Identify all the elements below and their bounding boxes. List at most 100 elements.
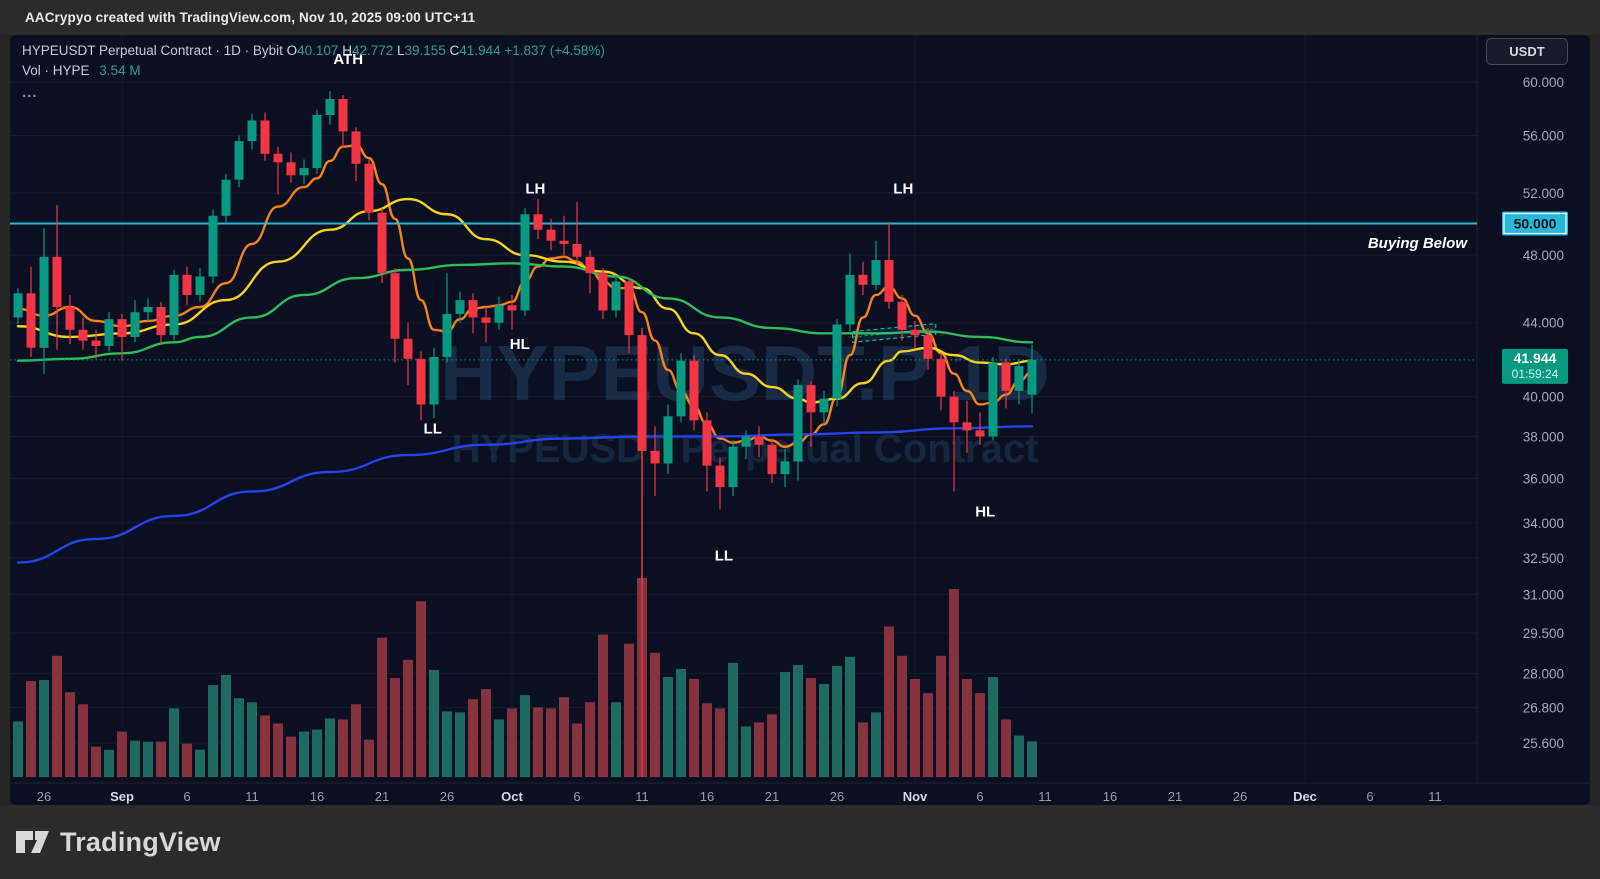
- volume-bar: [806, 678, 816, 777]
- attribution-bar: AACrypyo created with TradingView.com, N…: [0, 0, 1600, 35]
- volume-bar: [507, 708, 517, 777]
- time-axis-label: 11: [245, 789, 259, 804]
- annotation-lh-label[interactable]: LH: [893, 181, 913, 198]
- annotation-ll-label[interactable]: LL: [424, 420, 442, 437]
- volume-bar: [468, 699, 478, 777]
- volume-bar: [884, 626, 894, 777]
- candle-body: [754, 436, 764, 445]
- volume-bar: [572, 723, 582, 777]
- volume-bar: [52, 655, 62, 777]
- volume-bar: [819, 684, 829, 777]
- volume-bar: [494, 719, 504, 777]
- candle-body: [208, 215, 218, 277]
- time-axis[interactable]: 26 Sep 6 11 16 21 26 Oct 6 11 16 21 26 Nov 6 11 16 21 26 De…: [37, 789, 1442, 804]
- volume-bar: [117, 731, 127, 777]
- candle-body: [1014, 366, 1024, 391]
- candle-body: [962, 422, 972, 431]
- ohlc-value: 42.772: [351, 43, 394, 58]
- candle-body: [338, 99, 348, 132]
- ohlc-key: O: [286, 43, 298, 58]
- price-axis-tick: 44.000: [1523, 316, 1564, 331]
- symbol-legend-row[interactable]: HYPEUSDT Perpetual Contract · 1D · Bybit…: [22, 41, 605, 61]
- volume-bar: [936, 655, 946, 777]
- candle-body: [1001, 362, 1011, 391]
- candle-body: [520, 214, 530, 311]
- candle-body: [533, 214, 543, 230]
- candle-body: [715, 465, 725, 488]
- pattern-channel-midline: [852, 328, 936, 338]
- volume-bar: [975, 693, 985, 777]
- annotation-ll-label[interactable]: LL: [715, 547, 733, 564]
- time-axis-label: Dec: [1293, 789, 1317, 804]
- annotation-ath-label[interactable]: ATH: [333, 51, 363, 68]
- candle-body: [871, 260, 881, 285]
- time-axis-label: 11: [635, 789, 649, 804]
- buying-below-note[interactable]: Buying Below: [1368, 235, 1469, 252]
- candle-body: [455, 300, 465, 314]
- hline-price-badge-border: [1503, 212, 1567, 235]
- price-axis-tick: 56.000: [1523, 129, 1564, 144]
- candle-body: [702, 420, 712, 466]
- volume-bar: [429, 669, 439, 777]
- time-axis-label: Sep: [110, 789, 134, 804]
- volume-legend-row[interactable]: Vol · HYPE 3.54 M: [22, 61, 605, 81]
- hline-price-badge-value: 50.000: [1514, 215, 1557, 231]
- price-axis-tick: 28.000: [1523, 666, 1564, 681]
- candle-body: [988, 362, 998, 437]
- price-axis-tick: 31.000: [1523, 587, 1564, 602]
- current-price-badge-value: 41.944: [1514, 350, 1557, 366]
- volume-bar: [728, 662, 738, 777]
- candle-body: [429, 356, 439, 405]
- candle-body: [299, 168, 309, 176]
- candle-body: [182, 274, 192, 295]
- ohlc-value: 41.944: [459, 43, 501, 58]
- time-axis-label: 16: [700, 789, 714, 804]
- candle-body: [793, 385, 803, 462]
- volume-bar: [988, 677, 998, 777]
- current-price-badge: [1502, 348, 1568, 384]
- volume-bar: [1001, 719, 1011, 777]
- annotation-hl-label[interactable]: HL: [975, 503, 995, 520]
- volume-bar: [559, 697, 569, 777]
- tradingview-logo[interactable]: TradingView: [12, 822, 221, 862]
- change-value: +1.837 (+4.58%): [504, 43, 605, 58]
- watermark-subtitle: HYPEUSDT Perpetual Contract: [452, 427, 1039, 471]
- time-axis-label: 6: [976, 789, 983, 804]
- candle-body: [169, 274, 179, 336]
- ohlc-value: 39.155: [404, 43, 446, 58]
- candle-body: [572, 243, 582, 257]
- currency-toggle-label: USDT: [1509, 44, 1545, 59]
- annotation-hl-label[interactable]: HL: [510, 336, 530, 353]
- candle-body: [624, 281, 634, 336]
- annotation-lh-label[interactable]: LH: [525, 181, 545, 198]
- candle-body: [351, 131, 361, 164]
- volume-bar: [130, 740, 140, 777]
- candle-body: [364, 163, 374, 213]
- chart-panel: HYPEUSDT.P 1D HYPEUSDT Perpetual Contract…: [10, 35, 1590, 805]
- price-axis[interactable]: 60.000 56.000 52.000 48.000 44.000 40.000 38.0…: [1523, 75, 1564, 751]
- candle-body: [910, 329, 920, 336]
- time-axis-label: 21: [1168, 789, 1182, 804]
- volume-bar: [65, 692, 75, 777]
- volume-bar: [455, 712, 465, 777]
- time-axis-label: 26: [1233, 789, 1247, 804]
- candle-body: [156, 306, 166, 336]
- time-axis-label: 6: [573, 789, 580, 804]
- currency-toggle-button[interactable]: USDT: [1486, 38, 1568, 65]
- volume-bar: [182, 743, 192, 777]
- chart-legend: HYPEUSDT Perpetual Contract · 1D · Bybit…: [22, 41, 605, 103]
- candle-body: [195, 276, 205, 295]
- legend-more-menu-icon[interactable]: ...: [22, 84, 38, 101]
- slow-ma-green-line: [16, 262, 1034, 362]
- volume-bar: [676, 668, 686, 777]
- candle-body: [403, 338, 413, 359]
- price-axis-tick: 29.500: [1523, 626, 1564, 641]
- candle-body: [637, 335, 647, 451]
- volume-bar: [754, 722, 764, 777]
- candle-body: [975, 430, 985, 437]
- volume-bar: [533, 707, 543, 777]
- candle-body: [481, 317, 491, 323]
- candle-body: [13, 293, 23, 318]
- candle-body: [65, 306, 75, 330]
